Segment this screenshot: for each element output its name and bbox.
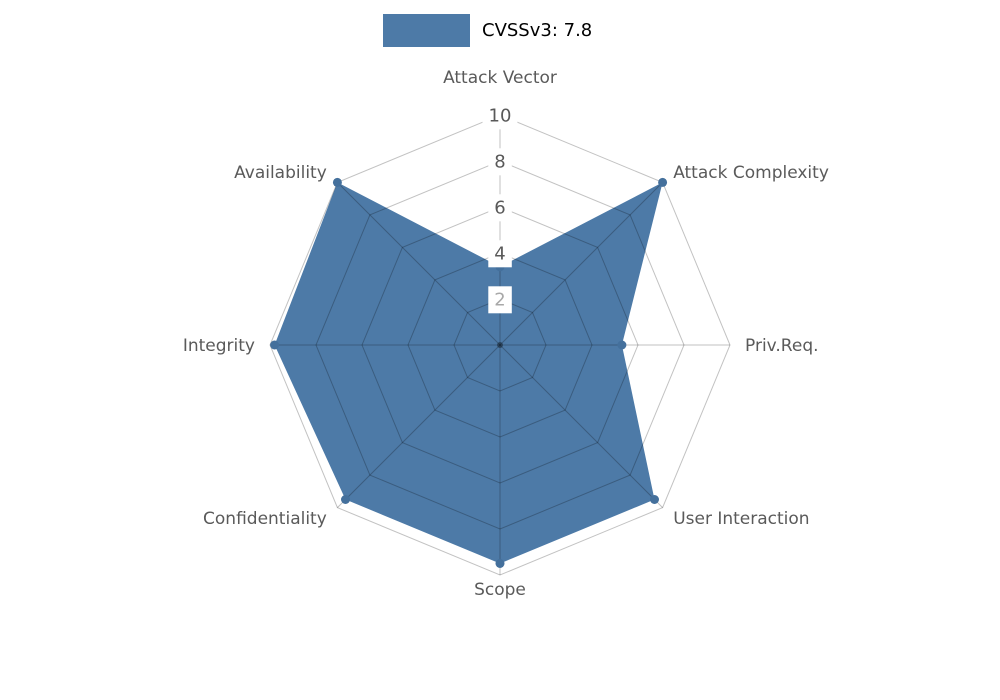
tick-label-box [482, 102, 518, 130]
grid-ring [315, 160, 685, 530]
axis-label: Scope [474, 580, 526, 600]
grid-ring [453, 298, 547, 392]
vertex-marker [495, 559, 505, 568]
grid-ring [269, 114, 731, 576]
axis-label: Priv.Req. [745, 336, 819, 356]
legend-label: CVSSv3: 7.8 [482, 20, 593, 41]
vertex-marker [341, 495, 350, 504]
tick-label: 6 [494, 197, 505, 218]
tick-label: 10 [489, 105, 512, 126]
tick-label: 4 [494, 243, 505, 264]
axis-label-layer: Attack Vector Attack Complexity Priv.Req. U… [183, 68, 829, 600]
axis-label: Integrity [183, 336, 255, 356]
grid-spoke [337, 182, 501, 346]
legend: CVSSv3: 7.8 [383, 14, 592, 47]
axis-label: Attack Vector [443, 68, 557, 88]
center-dot [497, 342, 503, 348]
tick-label-layer: 2 4 6 8 10 [482, 102, 518, 314]
axis-label: Confidentiality [203, 509, 327, 529]
vertex-marker [270, 340, 280, 350]
grid-spoke [499, 344, 663, 508]
legend-swatch [383, 14, 470, 47]
axis-label: User Interaction [673, 509, 809, 529]
tick-label-box [488, 240, 512, 268]
grid-layer [269, 114, 731, 576]
vertex-marker [617, 340, 627, 350]
data-polygon-layer [274, 182, 663, 564]
vertex-marker [332, 177, 342, 187]
tick-label-box [488, 148, 512, 176]
tick-label: 8 [494, 151, 505, 172]
data-polygon [274, 182, 663, 564]
grid-spoke [499, 182, 663, 346]
vertex-marker [650, 495, 659, 504]
tick-label-box [488, 194, 512, 222]
grid-ring [361, 206, 639, 484]
vertex-marker [658, 177, 668, 187]
tick-label: 2 [494, 289, 505, 310]
grid-ring [407, 252, 593, 438]
axis-label: Attack Complexity [673, 163, 829, 183]
tick-label-box [488, 286, 512, 314]
axis-label: Availability [234, 163, 327, 183]
grid-spoke [337, 344, 501, 508]
